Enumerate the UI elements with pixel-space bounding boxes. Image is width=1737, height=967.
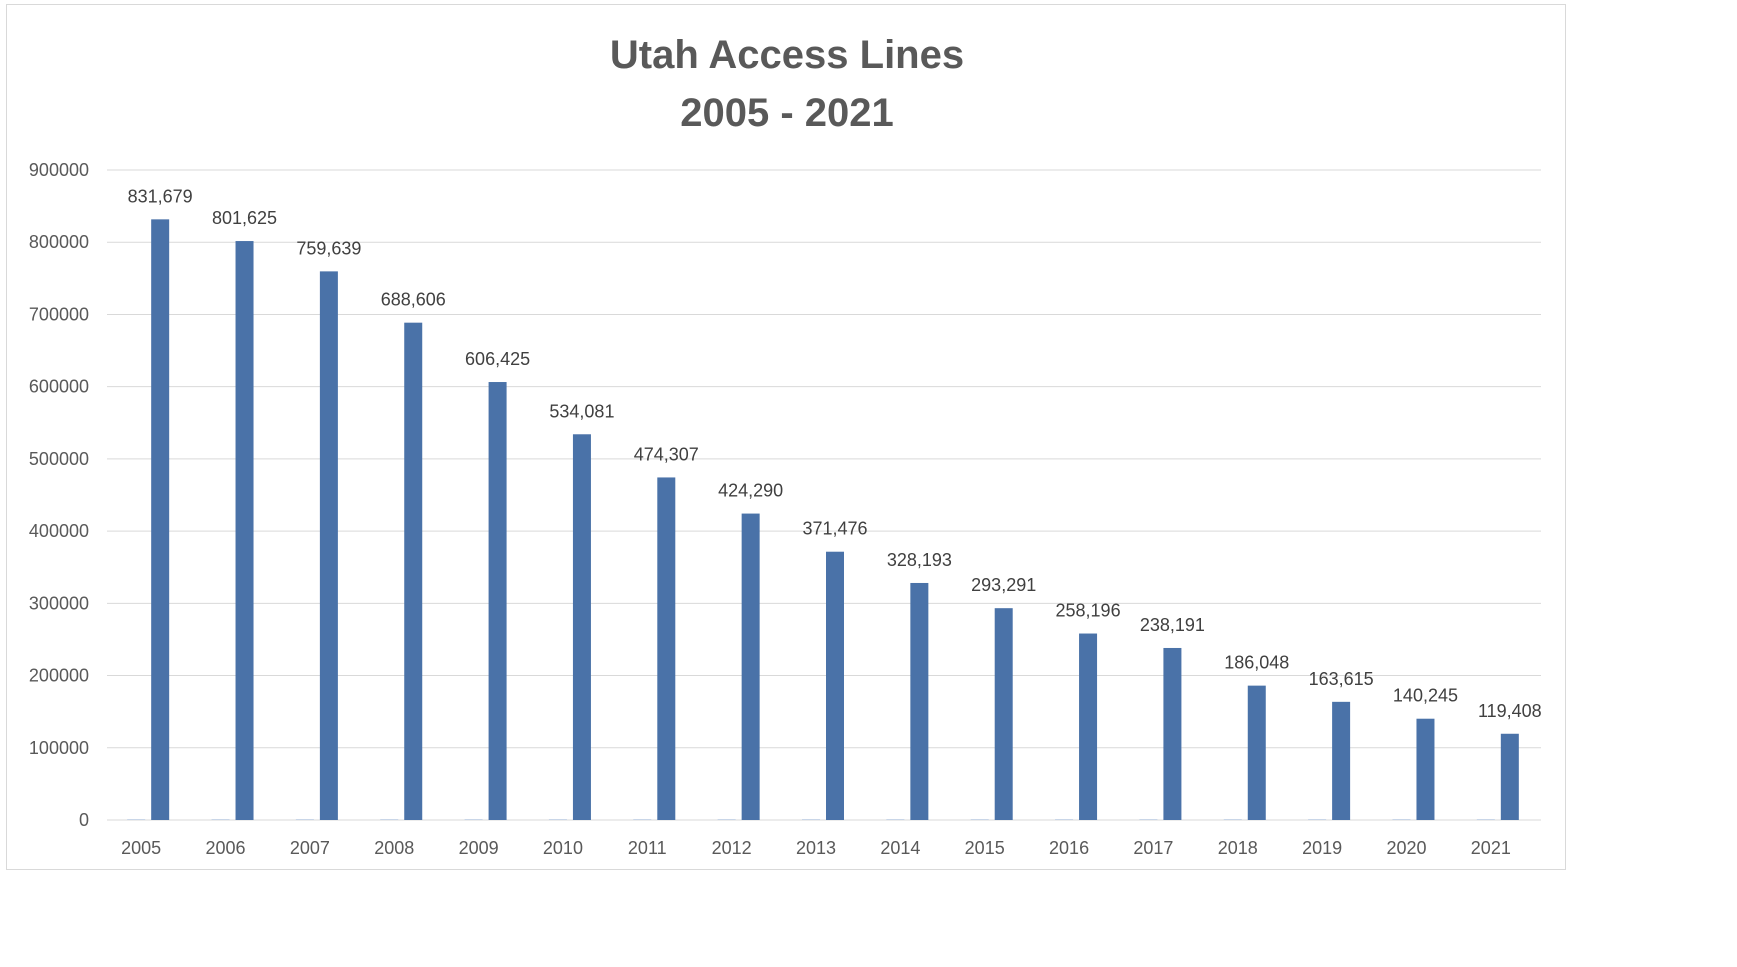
data-label: 606,425 <box>465 349 530 369</box>
data-label: 238,191 <box>1140 615 1205 635</box>
data-label: 474,307 <box>634 444 699 464</box>
x-axis-ticks: 2005 2006 2007 2008 2009 2010 2011 2012 2013 2014… <box>121 838 1511 858</box>
x-tick-label: 2012 <box>712 838 752 858</box>
zero-bar <box>970 819 989 820</box>
zero-bar <box>127 819 146 820</box>
data-labels: 831,679 801,625 759,639 688,606 606,425 534,0… <box>128 186 1542 720</box>
bar <box>488 382 507 820</box>
x-tick-label: 2013 <box>796 838 836 858</box>
zero-bar <box>1055 819 1074 820</box>
y-tick-label: 600000 <box>29 377 89 397</box>
data-label: 424,290 <box>718 481 783 501</box>
data-label: 328,193 <box>887 550 952 570</box>
data-label: 688,606 <box>381 290 446 310</box>
bar <box>1500 733 1519 820</box>
data-label: 163,615 <box>1309 669 1374 689</box>
bar <box>151 219 170 820</box>
x-tick-label: 2006 <box>206 838 246 858</box>
zero-bar <box>633 819 652 820</box>
bar <box>1163 647 1182 820</box>
zero-bar <box>886 819 905 820</box>
y-axis-ticks: 900000 800000 700000 600000 500000 400000 3000… <box>29 160 89 830</box>
chart-title-line-2: 2005 - 2021 <box>680 91 894 135</box>
x-tick-label: 2018 <box>1218 838 1258 858</box>
chart-title-line-1: Utah Access Lines <box>610 33 964 77</box>
zero-bar <box>1476 819 1495 820</box>
y-tick-label: 900000 <box>29 160 89 180</box>
data-label: 534,081 <box>549 401 614 421</box>
bar <box>657 477 676 820</box>
data-label: 831,679 <box>128 186 193 206</box>
x-tick-label: 2017 <box>1133 838 1173 858</box>
bar <box>741 513 760 820</box>
y-tick-label: 100000 <box>29 738 89 758</box>
zero-bar <box>211 819 230 820</box>
zero-bar <box>380 819 399 820</box>
x-tick-label: 2019 <box>1302 838 1342 858</box>
y-tick-label: 200000 <box>29 666 89 686</box>
x-tick-label: 2011 <box>628 838 667 858</box>
data-label: 293,291 <box>971 575 1036 595</box>
bar <box>1079 633 1098 820</box>
bar <box>235 241 254 821</box>
x-tick-label: 2014 <box>880 838 920 858</box>
data-label: 759,639 <box>296 238 361 258</box>
chart-frame: Utah Access Lines 2005 - 2021 900000 8000… <box>6 4 1566 870</box>
zero-bar <box>1139 819 1158 820</box>
x-tick-label: 2009 <box>459 838 499 858</box>
data-label: 258,196 <box>1056 601 1121 621</box>
zero-bar <box>295 819 314 820</box>
zero-bar <box>717 819 736 820</box>
y-tick-label: 0 <box>79 810 89 830</box>
x-tick-label: 2016 <box>1049 838 1089 858</box>
zero-bar <box>1308 819 1327 820</box>
x-tick-label: 2010 <box>543 838 583 858</box>
zero-bar <box>1392 819 1411 820</box>
x-tick-label: 2020 <box>1386 838 1426 858</box>
zero-bar <box>802 819 820 820</box>
data-label: 186,048 <box>1224 653 1289 673</box>
zero-bar <box>464 819 483 820</box>
bars <box>127 219 1519 821</box>
y-tick-label: 300000 <box>29 593 89 613</box>
y-tick-label: 400000 <box>29 521 89 541</box>
data-label: 371,476 <box>802 519 867 539</box>
bar-chart: Utah Access Lines 2005 - 2021 900000 8000… <box>29 33 1542 858</box>
x-tick-label: 2007 <box>290 838 330 858</box>
x-tick-label: 2008 <box>374 838 414 858</box>
data-label: 801,625 <box>212 208 277 228</box>
x-tick-label: 2015 <box>965 838 1005 858</box>
bar <box>994 608 1013 820</box>
bar <box>910 582 929 820</box>
zero-bar <box>1223 819 1242 820</box>
data-label: 119,408 <box>1478 701 1542 721</box>
zero-bar <box>548 819 567 820</box>
y-tick-label: 500000 <box>29 449 89 469</box>
x-tick-label: 2005 <box>121 838 161 858</box>
bar <box>1247 685 1266 820</box>
data-label: 140,245 <box>1393 686 1458 706</box>
y-tick-label: 800000 <box>29 232 89 252</box>
bar <box>572 434 591 820</box>
bar <box>319 271 338 820</box>
gridlines <box>107 169 1541 821</box>
x-tick-label: 2021 <box>1471 838 1511 858</box>
bar <box>826 551 844 820</box>
bar <box>1332 701 1351 820</box>
y-tick-label: 700000 <box>29 304 89 324</box>
bar <box>1416 718 1435 820</box>
bar <box>404 322 423 820</box>
